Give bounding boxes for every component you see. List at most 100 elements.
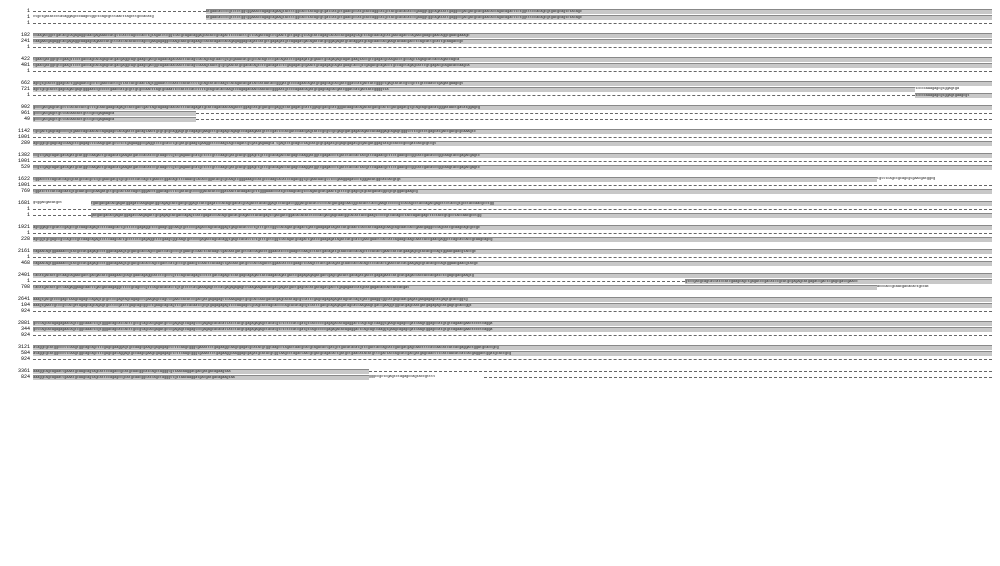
gap-line — [369, 371, 992, 372]
sequence-text: tgaacgatggcgtcgaagttcctgaccagcacagagcatg… — [33, 64, 992, 68]
gap-region — [33, 309, 992, 314]
sequence-text: tgacgacgacacgagatggagatcaagagatggcagagca… — [91, 202, 992, 206]
aligned-region: aaaggcagcagaattgaaatgcaagcagtagcattccaga… — [33, 375, 369, 380]
sequence-row: 924 — [8, 356, 992, 362]
sequence-track: cagaacagtggaaaaccgtacgccatgagagccctggaca… — [33, 249, 992, 254]
sequence-track — [33, 357, 992, 362]
sequence-row: 1atgaacatcccgtctctggtggaaaccagagcagaagta… — [8, 8, 992, 14]
sequence-track: tggaccctcagcatcagcgcatgccacgctcgcgaacgat… — [33, 177, 992, 182]
sequence-row: 708tacatgacactgcttaagaggaagcaacttgacgaca… — [8, 284, 992, 290]
position-label: 769 — [8, 189, 33, 194]
position-label: 1622 — [8, 177, 33, 182]
unaligned-region: tgtttcagccgcagcgtgaacgatggcg — [877, 177, 992, 182]
gap-region — [33, 231, 992, 236]
sequence-row: 662agcgtgcacctggagcactggagaatcgcctcgaacc… — [8, 80, 992, 86]
gap-region — [33, 255, 992, 260]
sequence-text: acccaccgcaacgacacactgccat — [877, 285, 992, 290]
alignment-block: 2881gctcagcacagagagaacagtcggcaaactcgtggg… — [8, 320, 992, 338]
position-label: 961 — [8, 111, 33, 116]
gap-region — [33, 357, 992, 362]
position-label: 1 — [8, 213, 33, 218]
aligned-region: gcccgacgagctgttcacaacactgttcgccgagaagca — [33, 117, 196, 122]
position-label: 1 — [8, 279, 33, 284]
gap-line — [196, 119, 992, 120]
sequence-track: aaaggcagcagaattgaaatgcaagcagtagcattccaga… — [33, 375, 992, 380]
sequence-text: ataggcgcatggcccttcaagtggcagcagcttcgagcga… — [33, 346, 992, 350]
sequence-row: 2401tacatgacactgctaagcagaacgactgacgacatc… — [8, 272, 992, 278]
sequence-text: tggaccctcagcatcagcgcatgccacgctcgcgaacgat… — [33, 178, 877, 182]
sequence-row: 1001 — [8, 158, 992, 164]
sequence-text: gctcagcacagagagaacagtcggcaaactcgtgggacag… — [33, 328, 992, 332]
gap-line — [33, 281, 685, 282]
sequence-row: 1142tgcgactgagcagccccgtgaaccagcaacaccaga… — [8, 128, 992, 134]
position-label: 1 — [8, 15, 33, 20]
sequence-row: 468cagaacagtggaaaaccgtacgccatgagagccctgg… — [8, 260, 992, 266]
sequence-text: agcggagccgcattcgagccgtcaagcagagtcttcaagc… — [33, 226, 992, 230]
sequence-track — [33, 45, 992, 50]
sequence-row: 104aaagtgaatcgtccgtcacgetagagcagcagagtgc… — [8, 302, 992, 308]
position-label: 3361 — [8, 369, 33, 374]
gap-region — [33, 21, 992, 26]
sequence-text: tacatgacactgctaagcagaacgactgacgacatcgaag… — [33, 274, 992, 278]
sequence-text: aaagtgacgtcccgagctaagcagagtcagagtgcgctcc… — [33, 298, 992, 302]
gap-region — [196, 111, 992, 116]
sequence-track: tacatgacactgctaagcagaacgactgacgacatcgaag… — [33, 273, 992, 278]
sequence-row: 1921agcggagccgcattcgagccgtcaagcagagtcttc… — [8, 224, 992, 230]
sequence-text: ctgctgatatcctataggagcccaagctggctcagcgttt… — [33, 15, 206, 20]
gap-region — [33, 45, 992, 50]
sequence-row: 1 — [8, 230, 992, 236]
sequence-track: gctcagcacagagagaacagtcggcaaactcgtgggacag… — [33, 321, 992, 326]
aligned-region: tgcgactgagcagccccgtgaaccagcaacaccagagagc… — [33, 129, 992, 134]
aligned-region: agcggagccgcattcgagccgtcaagcagagtcttcaagc… — [33, 225, 992, 230]
sequence-track: agctgcgcacctgagcagacgagtgggaatcgcccctgaa… — [33, 87, 992, 92]
sequence-row: 1 tccccaaagagcgtggagtgaagcgt — [8, 92, 992, 98]
sequence-row: 1001 — [8, 134, 992, 140]
sequence-text: tacatgacactgcttaagaggaagcaacttgacgacaaga… — [33, 286, 877, 290]
aligned-region: tggaccctcagcatcagcgcatgccacgctcgcgaacgat… — [33, 177, 877, 182]
gap-line — [33, 335, 992, 336]
position-label: 1001 — [8, 159, 33, 164]
position-label: 1 — [8, 255, 33, 260]
sequence-text: tccccaaagagcgtggagtgaagcgt — [915, 94, 992, 98]
sequence-row: 1 — [8, 68, 992, 74]
gap-line — [33, 233, 992, 234]
gap-region — [33, 213, 91, 218]
sequence-row: 1622tggaccctcagcatcagcgcatgccacgctcgcgaa… — [8, 176, 992, 182]
sequence-text: gggccgctcgagtctagagccagtaccgtttt — [369, 375, 484, 380]
sequence-track: agcggcgcgagcagtcaagctcgagagtttcaagcgatgc… — [33, 141, 992, 146]
unaligned-region: gtggacgacatgct — [33, 201, 91, 206]
sequence-track: gtccgacgcagtatcatccatcgaagcagctgagatccga… — [33, 279, 992, 284]
sequence-track: gcccgacgagctgttcacaacactgttcgccgagaagca — [33, 111, 992, 116]
sequence-track — [33, 309, 992, 314]
sequence-track — [33, 207, 992, 212]
alignment-block: 3361aaaggcagcagaattgaaatgcaagcagtagcattc… — [8, 368, 992, 380]
position-label: 1 — [8, 93, 33, 98]
position-label: 1921 — [8, 225, 33, 230]
sequence-row: 1ctgctgatatcctataggagcccaagctggctcagcgtt… — [8, 14, 992, 20]
sequence-alignment-view: 1atgaacatcccgtctctggtggaaaccagagcagaagta… — [8, 8, 992, 380]
sequence-track — [33, 231, 992, 236]
aligned-region: cagaacagtggaaaaccgtacgccatgagagccctggaca… — [33, 249, 992, 254]
sequence-track: ccgtcgagcagatgatagatgcatggtcaagactgcagac… — [33, 165, 992, 170]
aligned-region: agctgcgcacctgagcagacgagtgggaatcgcccctgaa… — [33, 87, 915, 92]
gap-region — [196, 117, 992, 122]
position-label: 104 — [8, 303, 33, 308]
aligned-region: gcccgacgagcatgcttcacaccactgtttgcaacgaagc… — [33, 105, 992, 110]
position-label: 241 — [8, 39, 33, 44]
alignment-block: 422tgaacgatggcgtcgaagttcctgaccagcacagagc… — [8, 56, 992, 74]
position-label: 1 — [8, 21, 33, 26]
sequence-track: tacatgacactgcttaagaggaagcaacttgacgacaaga… — [33, 285, 992, 290]
sequence-track — [33, 135, 992, 140]
sequence-row: 422tgaacgatggcgtcgaagttcctgaccagcacagagc… — [8, 56, 992, 62]
aligned-region: ccaagacggctgatacgcagagaggcaacgagaaaccatg… — [33, 33, 992, 38]
sequence-text: tgaacgatggcgtcgaagttcctgaccagcacagagcatg… — [33, 58, 992, 62]
sequence-row: 49gcccgacgagctgttcacaacactgttcgccgagaagc… — [8, 116, 992, 122]
aligned-region: gacgacgacacgagatggagatcaagagattgcgagagca… — [91, 213, 992, 218]
sequence-text: tgcgactgagcagccccgtgaaccagcaacaccagagagc… — [33, 130, 992, 134]
alignment-block: 1142tgcgactgagcagccccgtgaaccagcaacaccaga… — [8, 128, 992, 146]
sequence-row: 3121ataggcgcatggcccttcaagtggcagcagcttcga… — [8, 344, 992, 350]
position-label: 2161 — [8, 249, 33, 254]
sequence-text: agcgtgcacctggagcactggagaatcgcctcgaaccact… — [33, 82, 992, 86]
sequence-row: 1681gtggacgacatgcttgacgacgacacgagatggaga… — [8, 200, 992, 206]
position-label: 1001 — [8, 135, 33, 140]
